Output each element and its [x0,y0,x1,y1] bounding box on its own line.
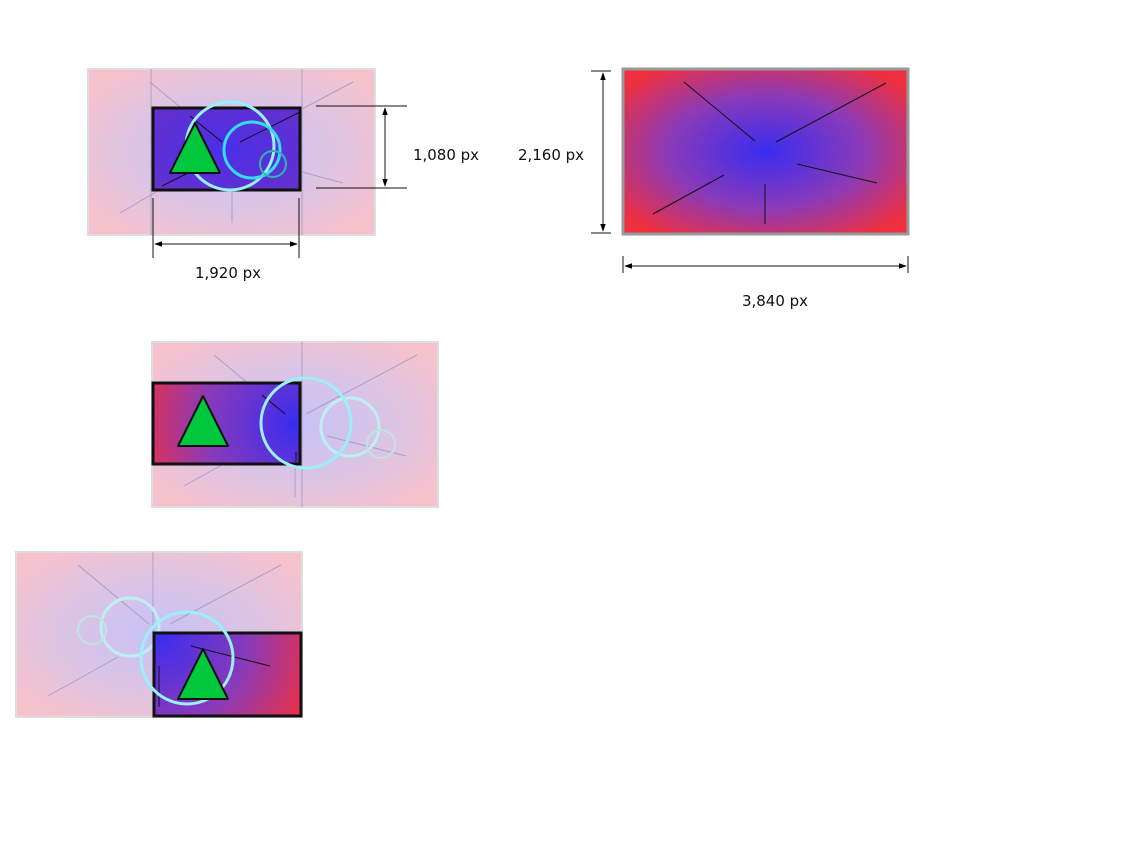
crop-frame [151,381,302,466]
faded-small-circle [77,615,107,645]
large-circle [139,610,235,706]
faded-small-circle [366,429,396,459]
faded-medium-circle [319,396,381,458]
panel-hd-centered: 1,920 px 1,080 px [87,68,479,282]
label-hd-width: 1,920 px [195,264,261,282]
large-circle [259,376,353,470]
crop-ray-lines [261,394,297,462]
green-triangle [177,395,229,447]
dimension-uhd-width [622,256,909,273]
small-circle [259,150,287,178]
panel-crop-left [151,341,439,508]
green-triangle [169,122,221,174]
hd-crop-frame [151,106,302,192]
dimension-uhd-height [591,70,611,234]
panel-crop-bottom-right [15,551,303,718]
medium-circle [222,120,282,180]
faded-medium-circle [99,596,161,658]
label-uhd-height: 2,160 px [518,146,584,164]
green-triangle [177,648,229,700]
panel-uhd-full: 2,160 px 3,840 px [518,67,910,310]
label-uhd-width: 3,840 px [742,292,808,310]
ray-lines [652,81,887,224]
dimension-hd-width [152,198,300,258]
dimension-hd-height [316,105,407,189]
label-hd-height: 1,080 px [413,146,479,164]
